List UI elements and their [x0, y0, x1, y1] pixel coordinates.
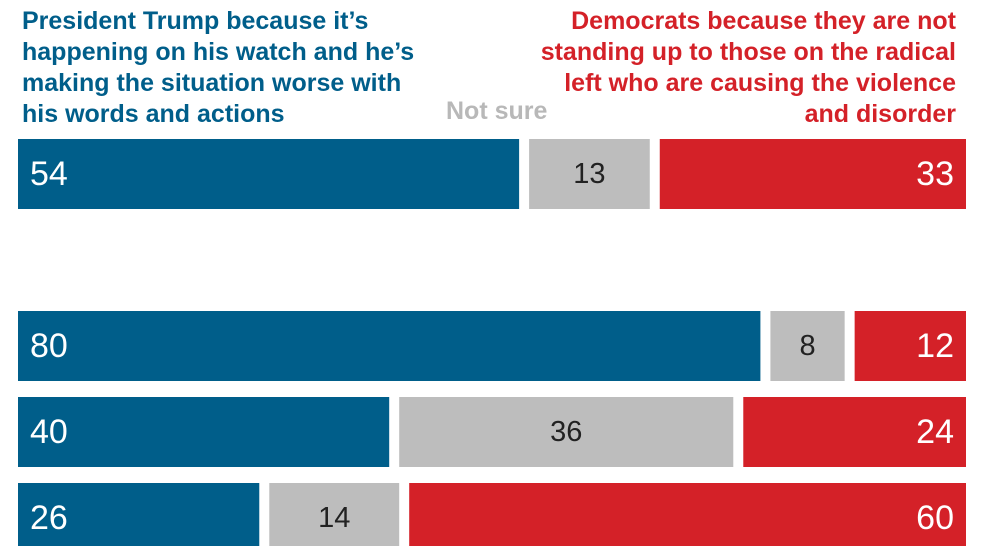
- value-label-democrats-row-1: 33: [916, 155, 954, 193]
- bar-trump-row-3: [18, 397, 390, 467]
- value-label-trump-row-4: 26: [30, 499, 68, 537]
- value-label-democrats-row-4: 60: [916, 499, 954, 537]
- value-label-not-sure-row-4: 14: [318, 502, 350, 534]
- bar-not-sure-row-4: [269, 483, 400, 546]
- value-label-democrats-row-2: 12: [916, 327, 954, 365]
- value-label-trump-row-2: 80: [30, 327, 68, 365]
- legend-not-sure-label: Not sure: [446, 97, 548, 125]
- value-label-not-sure-row-1: 13: [573, 158, 605, 190]
- value-label-trump-row-3: 40: [30, 413, 68, 451]
- bar-democrats-row-2: [854, 311, 966, 381]
- legend-trump-label: President Trump because it’s happening o…: [22, 7, 415, 128]
- bar-trump-row-1: [18, 139, 520, 209]
- bar-democrats-row-3: [743, 397, 966, 467]
- bar-not-sure-row-1: [529, 139, 650, 209]
- bar-trump-row-4: [18, 483, 260, 546]
- legend-democrats-label: Democrats because they are not standing …: [540, 7, 956, 128]
- bar-not-sure-row-3: [399, 397, 734, 467]
- bar-trump-row-2: [18, 311, 761, 381]
- value-label-trump-row-1: 54: [30, 155, 68, 193]
- bar-democrats-row-1: [659, 139, 966, 209]
- bar-democrats-row-4: [409, 483, 966, 546]
- value-label-not-sure-row-2: 8: [799, 330, 815, 362]
- value-label-democrats-row-3: 24: [916, 413, 954, 451]
- value-label-not-sure-row-3: 36: [550, 416, 582, 448]
- bar-not-sure-row-2: [770, 311, 845, 381]
